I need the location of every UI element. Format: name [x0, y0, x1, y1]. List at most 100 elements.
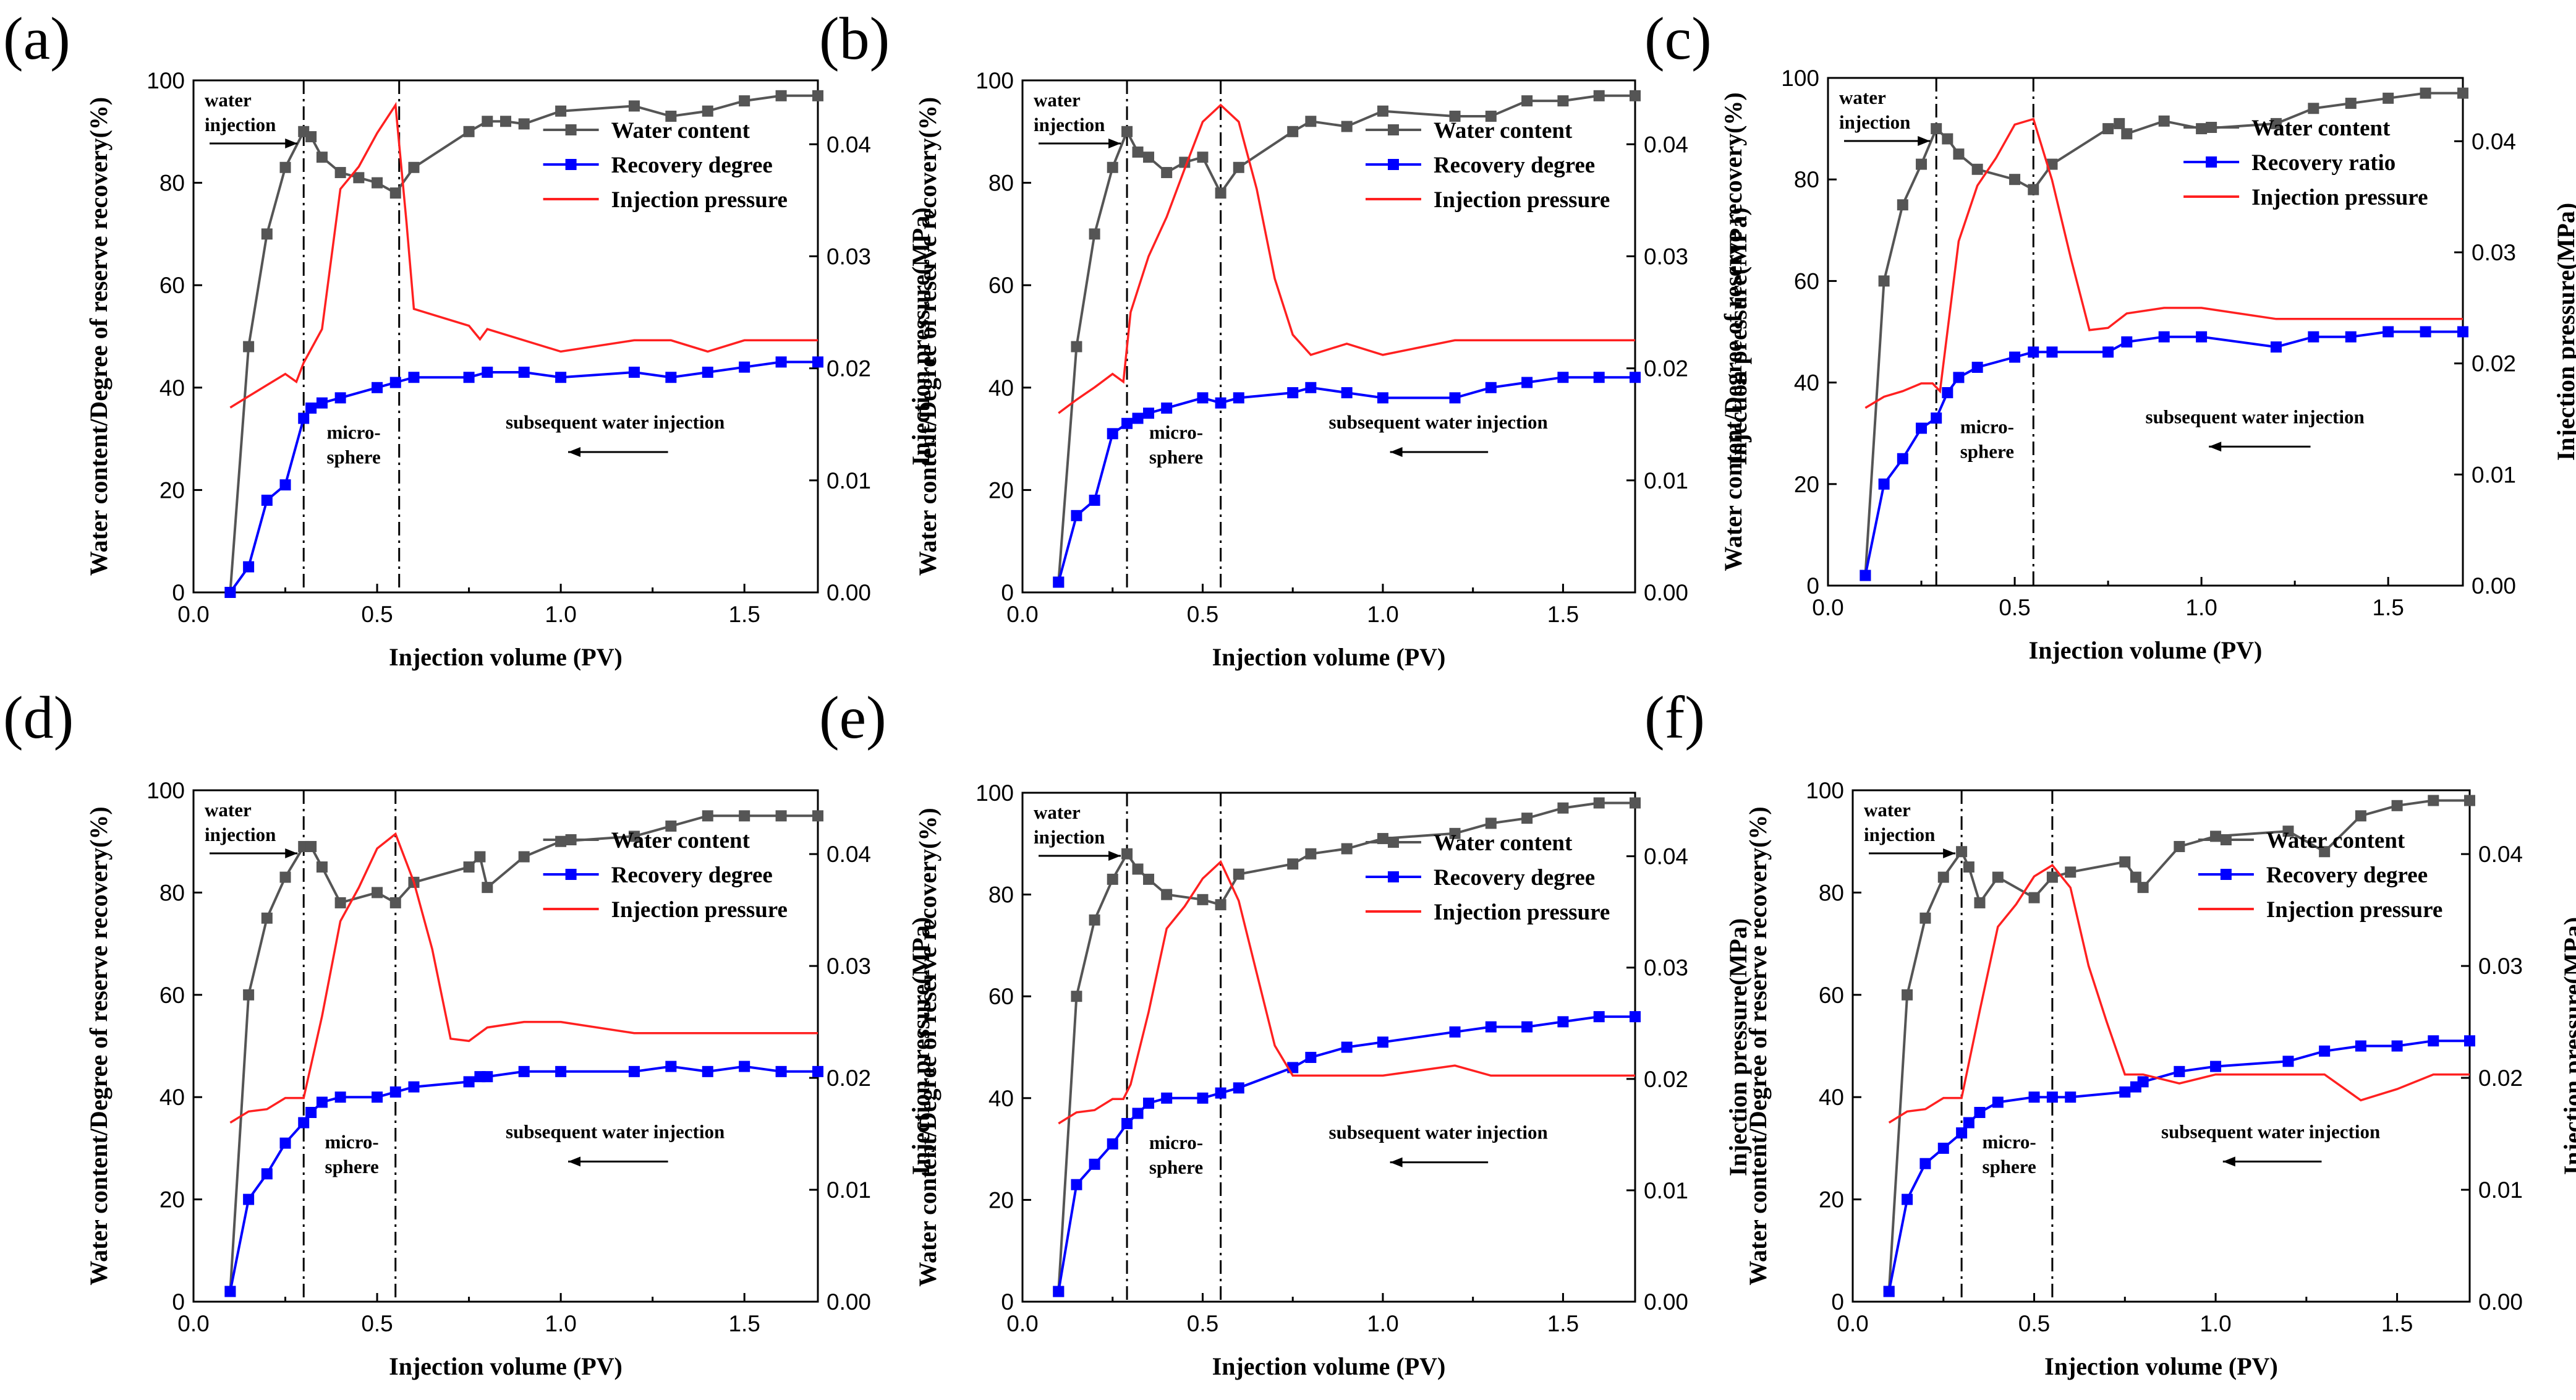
recovery-degree-point — [2319, 1045, 2331, 1057]
recovery-degree-point — [1630, 372, 1641, 383]
water-content-point — [1557, 95, 1569, 107]
water-content-point — [665, 820, 677, 832]
recovery-degree-point — [279, 479, 291, 491]
y-right-tick-label: 0.01 — [1644, 1178, 1688, 1203]
annotation-water-injection: injection — [205, 824, 276, 845]
recovery-degree-point — [1956, 1127, 1968, 1139]
y-left-tick-label: 100 — [147, 68, 185, 93]
water-content-point — [1215, 899, 1226, 911]
recovery-degree-point — [1143, 1098, 1155, 1109]
recovery-degree-point — [1974, 1107, 1986, 1119]
water-content-point — [1287, 126, 1299, 137]
recovery-ratio-point — [2046, 346, 2058, 358]
recovery-degree-point — [555, 372, 567, 383]
water-content-point — [1449, 110, 1461, 122]
water-content-point — [2391, 800, 2403, 811]
recovery-degree-point — [1215, 397, 1226, 409]
recovery-ratio-point — [2345, 331, 2357, 343]
recovery-ratio-point — [1878, 478, 1890, 490]
water-content-point — [2121, 128, 2133, 140]
recovery-degree-point — [305, 1107, 317, 1119]
y-right-tick-label: 0.03 — [827, 954, 871, 979]
water-content-point — [463, 861, 475, 873]
y-left-tick-label: 60 — [159, 273, 185, 298]
water-content-point — [665, 110, 677, 122]
water-content-point — [1071, 991, 1082, 1002]
water-content-point — [775, 90, 787, 101]
y-left-tick-label: 80 — [159, 880, 185, 905]
water-content-point — [463, 126, 475, 137]
chart-panel: (c) 0.0 0.5 1.0 1.5 0 20 40 60 80 100 0.00 0.01 0.02 0… — [1644, 6, 2576, 664]
water-content-point — [1197, 152, 1209, 163]
panel-label: (f) — [1644, 685, 1705, 751]
water-content-point — [702, 105, 713, 117]
water-content-point — [1305, 116, 1317, 127]
recovery-degree-point — [372, 382, 383, 393]
annotation-microsphere: micro- — [325, 1131, 379, 1153]
x-tick-label: 0.0 — [177, 1311, 209, 1336]
x-tick-label: 1.5 — [2381, 1311, 2413, 1336]
annotation-microsphere: sphere — [1149, 1156, 1203, 1178]
annotation-subsequent-water-injection: subsequent water injection — [506, 411, 725, 433]
recovery-degree-point — [2028, 1091, 2040, 1103]
arrow-right-head-icon — [1108, 139, 1121, 148]
y-left-tick-label: 60 — [988, 984, 1014, 1009]
y-left-axis-title: Water content/Degree of reserve recovery… — [1744, 806, 1772, 1285]
water-content-point — [1143, 873, 1155, 885]
y-right-tick-label: 0.01 — [2478, 1177, 2523, 1203]
y-right-tick-label: 0.00 — [2478, 1289, 2523, 1315]
recovery-degree-point — [1107, 428, 1118, 440]
water-content-point — [1377, 105, 1388, 117]
x-tick-label: 0.5 — [1999, 595, 2030, 620]
recovery-degree-point — [1883, 1286, 1895, 1297]
water-content-point — [482, 116, 493, 127]
recovery-degree-point — [305, 402, 317, 414]
water-content-point — [1916, 158, 1928, 170]
water-content-point — [1557, 802, 1569, 814]
y-left-tick-label: 80 — [1794, 167, 1819, 192]
water-content-point — [1197, 894, 1209, 905]
water-content-point — [482, 882, 493, 894]
recovery-degree-point — [518, 1065, 530, 1077]
legend-marker-recovery-degree — [565, 159, 577, 170]
recovery-degree-line — [229, 1065, 818, 1292]
water-content-point — [2196, 123, 2208, 135]
legend-marker-water-content — [565, 834, 577, 845]
injection-pressure-line — [229, 101, 818, 409]
legend-label: Water content — [2251, 116, 2391, 141]
recovery-degree-point — [1521, 377, 1533, 388]
annotation-microsphere: micro- — [1149, 422, 1203, 443]
water-content-point — [261, 912, 273, 924]
legend-label: Injection pressure — [611, 897, 788, 923]
x-tick-label: 1.0 — [545, 1311, 576, 1336]
recovery-ratio-point — [1897, 453, 1908, 464]
chart-panel: (d) 0.0 0.5 1.0 1.5 0 20 40 60 80 100 0.00 0.01 0.02 0… — [3, 685, 935, 1380]
legend-label: Injection pressure — [2251, 185, 2428, 210]
recovery-degree-point — [1593, 372, 1605, 383]
water-content-point — [2282, 826, 2294, 837]
recovery-degree-point — [2119, 1086, 2131, 1098]
water-content-point — [1521, 813, 1533, 824]
water-content-point — [812, 810, 823, 822]
x-tick-label: 0.0 — [177, 602, 209, 627]
recovery-ratio-point — [2308, 331, 2319, 343]
injection-pressure-line — [1058, 860, 1635, 1125]
y-left-tick-label: 40 — [159, 375, 185, 401]
y-left-tick-label: 100 — [1781, 66, 1819, 91]
injection-pressure-line — [229, 832, 818, 1124]
recovery-degree-point — [243, 1193, 255, 1205]
recovery-degree-point — [482, 1071, 493, 1083]
y-right-tick-label: 0.00 — [1644, 1289, 1688, 1315]
water-content-point — [389, 897, 401, 908]
water-content-point — [474, 851, 486, 863]
arrow-left-head-icon — [1390, 1157, 1403, 1167]
y-left-tick-label: 0 — [172, 580, 185, 605]
y-right-axis-title: Injection pressure(MPa) — [1724, 918, 1752, 1176]
y-left-tick-label: 20 — [1794, 472, 1819, 497]
y-right-tick-label: 0.00 — [1644, 580, 1688, 605]
annotation-subsequent-water-injection: subsequent water injection — [1329, 411, 1548, 433]
water-content-point — [2009, 174, 2021, 186]
recovery-ratio-point — [1942, 387, 1953, 399]
water-content-point — [1341, 121, 1353, 132]
water-content-point — [1485, 110, 1497, 122]
